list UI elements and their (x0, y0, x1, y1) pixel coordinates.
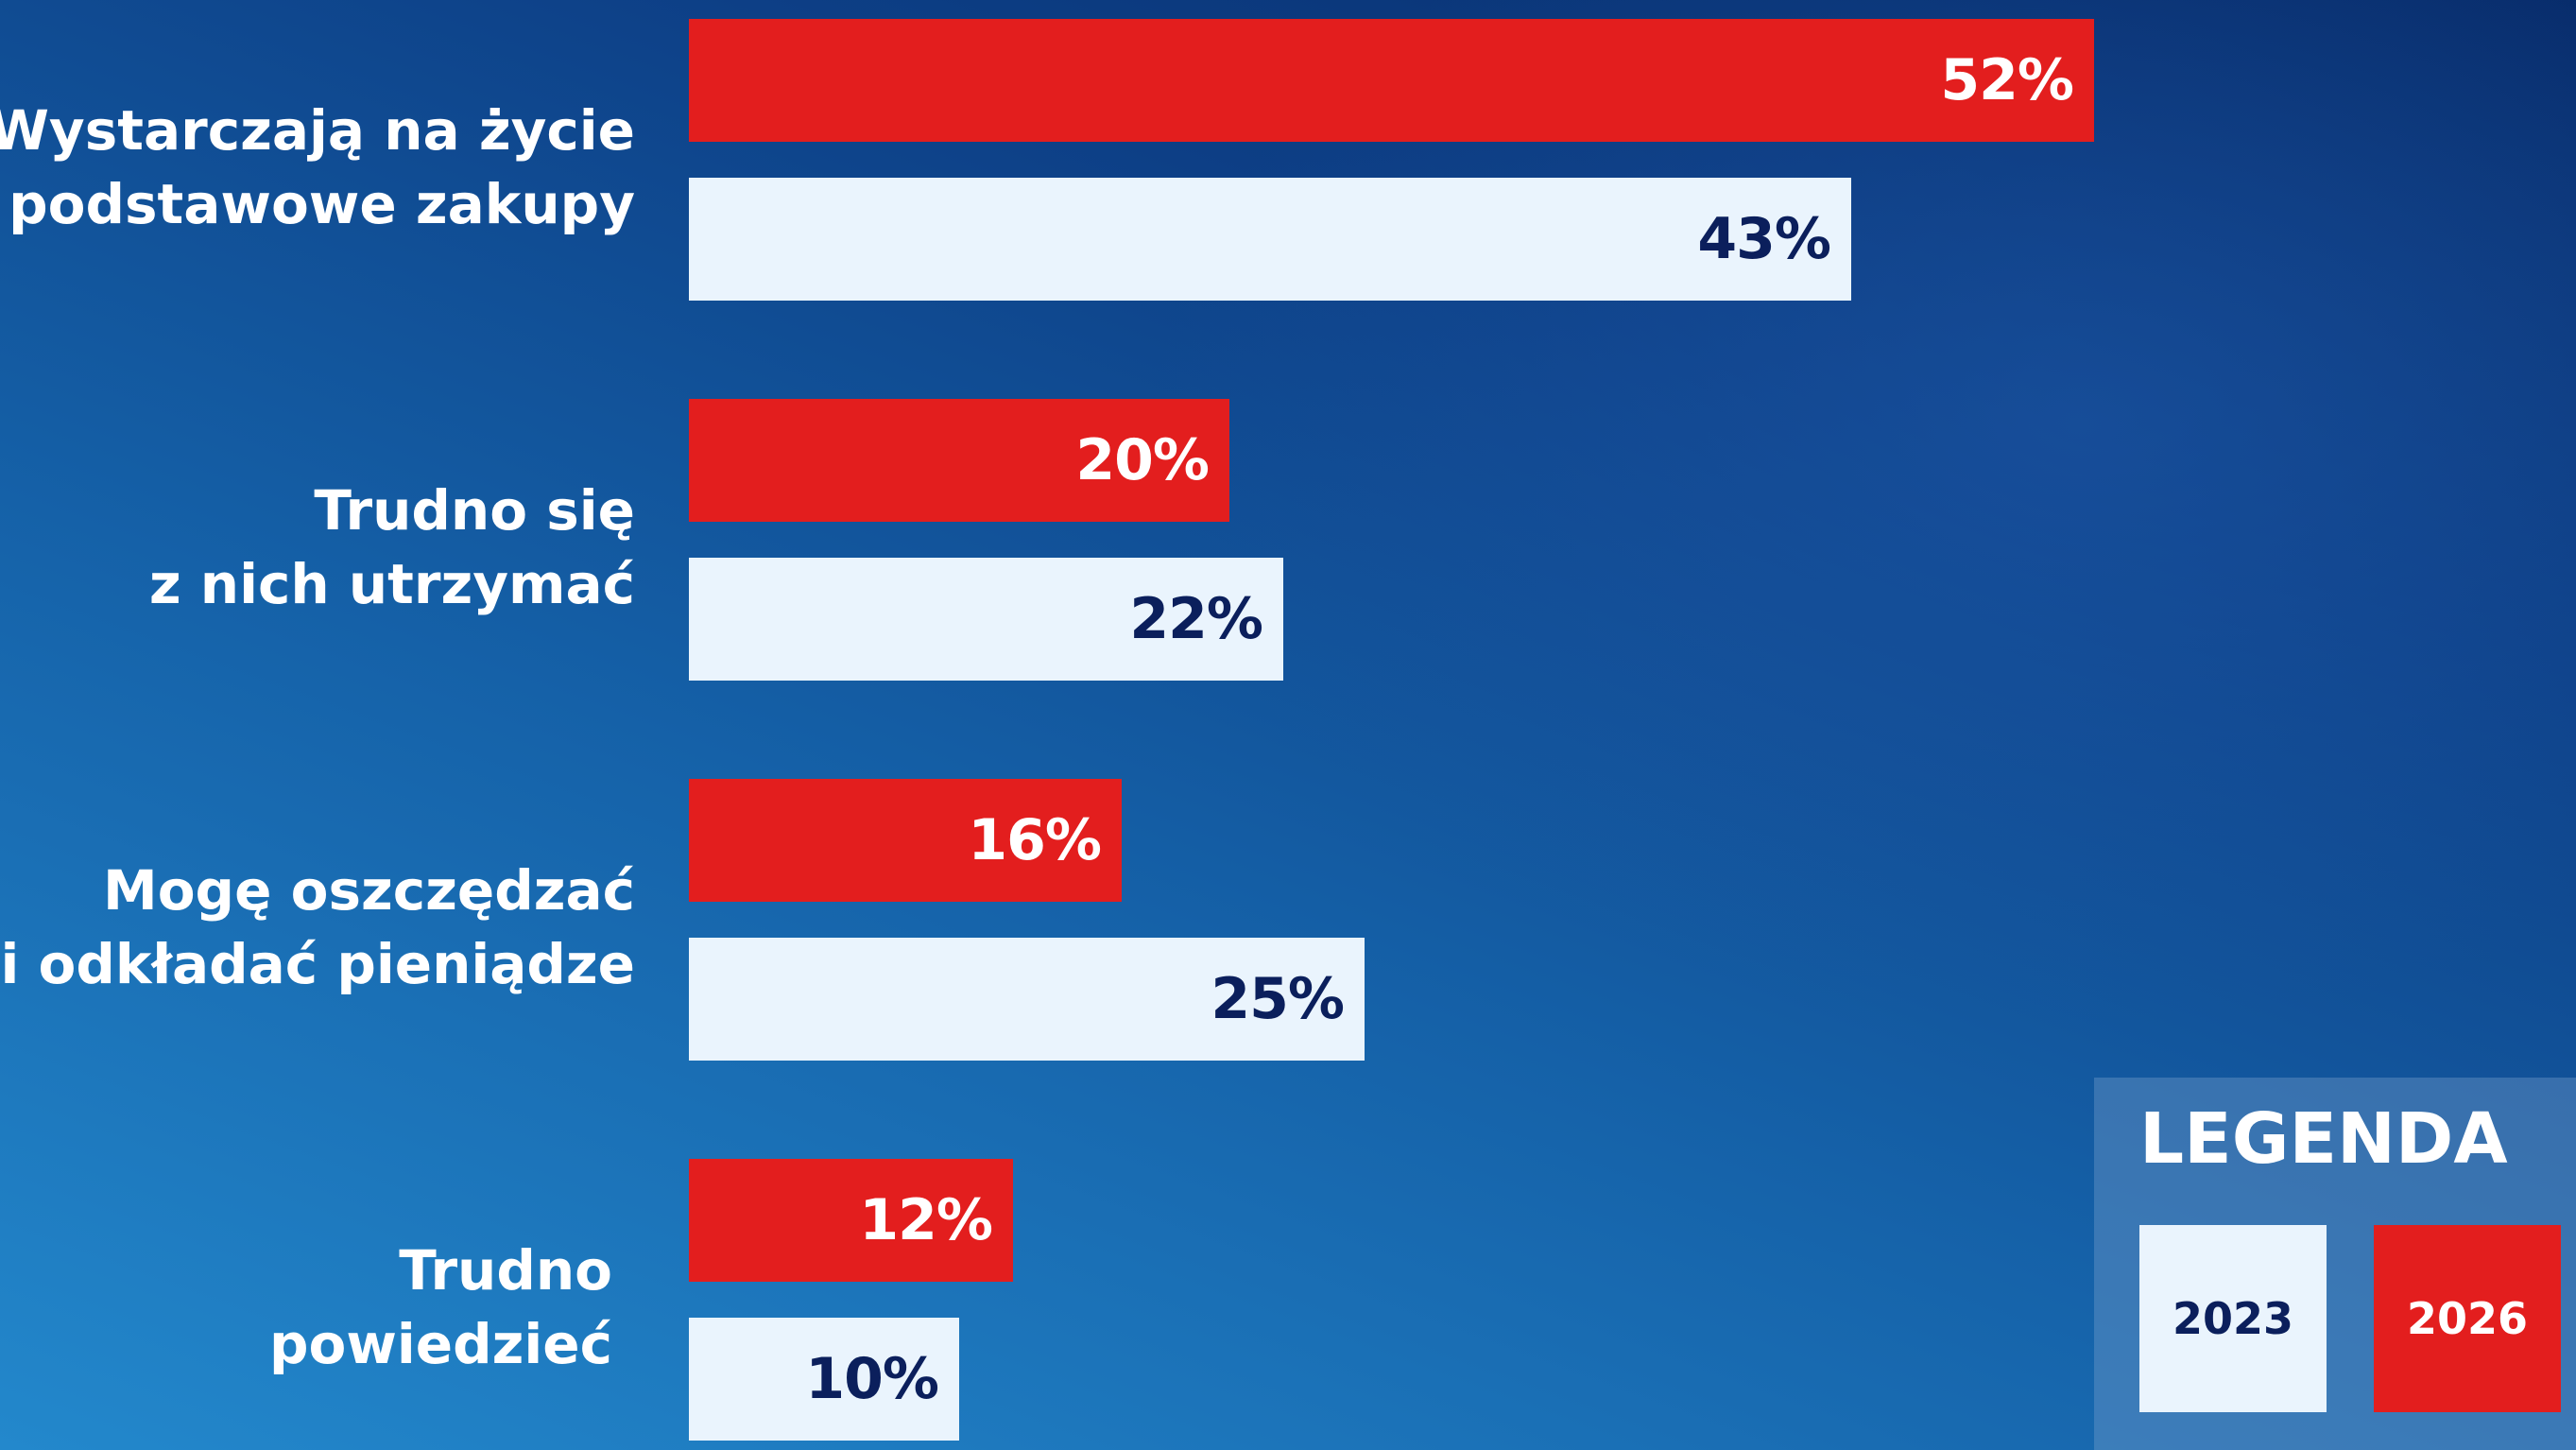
bar-2023: 22% (689, 558, 1283, 681)
legend-item-2023: 2023 (2139, 1225, 2327, 1412)
bar-value-label: 43% (1697, 206, 1831, 272)
legend-label-2023: 2023 (2172, 1293, 2294, 1344)
bar-2023: 43% (689, 178, 1851, 301)
category-label-line: Trudno (399, 1238, 612, 1303)
bar-2023: 10% (689, 1318, 959, 1441)
legend: LEGENDA 2023 2026 (2094, 1078, 2576, 1450)
bar-value-label: 12% (859, 1187, 993, 1253)
category-label-line: powiedzieć (268, 1312, 612, 1376)
bar-2026: 20% (689, 399, 1229, 522)
category-label-line: i podstawowe zakupy (0, 172, 635, 236)
category-label: Wystarczają na życie i podstawowe zakupy (0, 94, 635, 241)
category-label: Trudno się z nich utrzymać (149, 474, 635, 621)
category-label: Trudno powiedzieć (269, 1234, 612, 1381)
legend-title: LEGENDA (2139, 1098, 2508, 1180)
bar-value-label: 25% (1211, 966, 1345, 1032)
bar-value-label: 52% (1940, 47, 2074, 113)
category-label-line: Wystarczają na życie (0, 98, 635, 163)
legend-label-2026: 2026 (2406, 1293, 2529, 1344)
bar-2026: 52% (689, 19, 2094, 142)
bar-2023: 25% (689, 938, 1365, 1061)
bar-value-label: 20% (1075, 427, 1210, 493)
category-label: Mogę oszczędzać i odkładać pieniądze (0, 854, 635, 1001)
bar-value-label: 22% (1129, 586, 1263, 652)
category-label-line: z nich utrzymać (148, 552, 635, 616)
bar-value-label: 16% (968, 807, 1102, 873)
legend-item-2026: 2026 (2374, 1225, 2561, 1412)
bar-2026: 12% (689, 1159, 1013, 1282)
bar-value-label: 10% (805, 1346, 939, 1412)
bar-2026: 16% (689, 779, 1122, 902)
category-label-line: Mogę oszczędzać (102, 858, 635, 923)
category-label-line: Trudno się (314, 478, 635, 543)
category-label-line: i odkładać pieniądze (0, 932, 635, 996)
